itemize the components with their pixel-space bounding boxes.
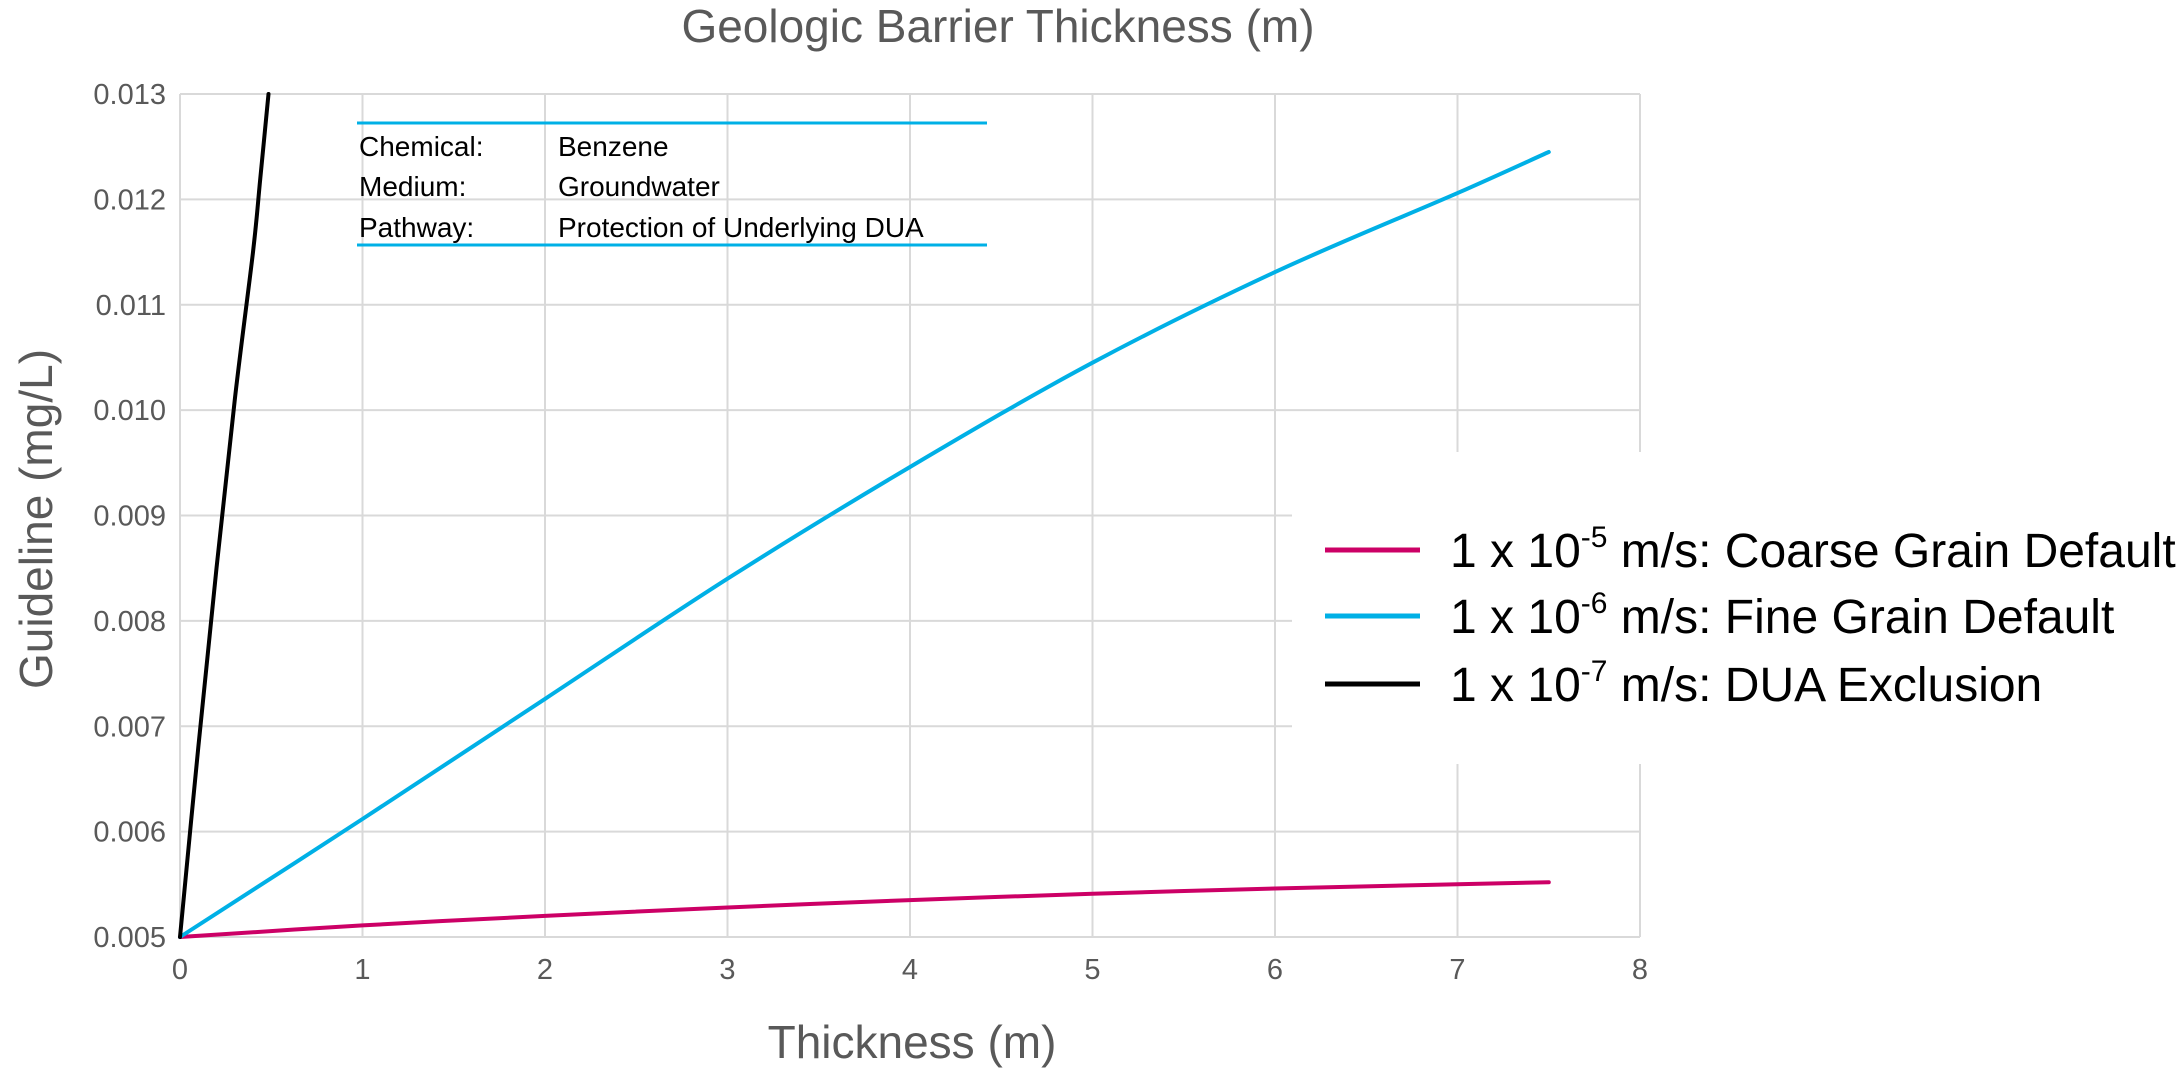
y-axis-title: Guideline (mg/L) bbox=[10, 349, 62, 689]
legend-label-coarse-grain: 1 x 10-5 m/s: Coarse Grain Default bbox=[1450, 521, 2176, 578]
legend-label-dua-exclusion: 1 x 10-7 m/s: DUA Exclusion bbox=[1450, 655, 2042, 712]
y-tick-label: 0.013 bbox=[93, 79, 166, 111]
info-label-pathway: Pathway: bbox=[359, 212, 474, 243]
x-axis-title: Thickness (m) bbox=[768, 1016, 1057, 1068]
info-value-medium: Groundwater bbox=[558, 171, 720, 202]
info-value-pathway: Protection of Underlying DUA bbox=[558, 212, 924, 243]
legend-background bbox=[1292, 452, 2176, 764]
info-value-chemical: Benzene bbox=[558, 131, 669, 162]
y-tick-label: 0.011 bbox=[96, 290, 166, 322]
x-tick-label: 7 bbox=[1449, 954, 1465, 986]
x-tick-label: 8 bbox=[1632, 954, 1648, 986]
x-tick-label: 5 bbox=[1084, 954, 1100, 986]
info-annotation: Chemical: Benzene Medium: Groundwater Pa… bbox=[357, 121, 987, 247]
grid bbox=[180, 93, 1641, 937]
chart-title: Geologic Barrier Thickness (m) bbox=[681, 0, 1314, 52]
axes bbox=[179, 94, 1640, 938]
series-line-fine-grain bbox=[178, 150, 1551, 939]
y-tick-label: 0.012 bbox=[93, 184, 166, 216]
y-tick-label: 0.006 bbox=[93, 817, 166, 849]
legend: 1 x 10-5 m/s: Coarse Grain Default 1 x 1… bbox=[1292, 452, 2176, 764]
y-tick-label: 0.009 bbox=[93, 501, 166, 533]
x-tick-label: 2 bbox=[537, 954, 553, 986]
x-tick-label: 1 bbox=[354, 954, 370, 986]
y-tick-label: 0.005 bbox=[93, 922, 166, 954]
legend-label-fine-grain: 1 x 10-6 m/s: Fine Grain Default bbox=[1450, 587, 2114, 644]
info-label-medium: Medium: bbox=[359, 171, 466, 202]
y-tick-label: 0.010 bbox=[93, 395, 166, 427]
y-tick-label: 0.007 bbox=[93, 711, 166, 743]
tick-labels: 0.005 0.006 0.007 0.008 0.009 0.010 0.011 0.012… bbox=[93, 79, 1648, 986]
y-tick-label: 0.008 bbox=[93, 606, 166, 638]
x-tick-label: 6 bbox=[1267, 954, 1283, 986]
x-tick-label: 4 bbox=[902, 954, 918, 986]
info-label-chemical: Chemical: bbox=[359, 131, 483, 162]
x-tick-label: 3 bbox=[719, 954, 735, 986]
series-lines bbox=[178, 92, 1551, 939]
series-line-dua-exclusion bbox=[178, 92, 271, 939]
x-tick-label: 0 bbox=[172, 954, 188, 986]
series-line-coarse-grain bbox=[178, 880, 1551, 939]
